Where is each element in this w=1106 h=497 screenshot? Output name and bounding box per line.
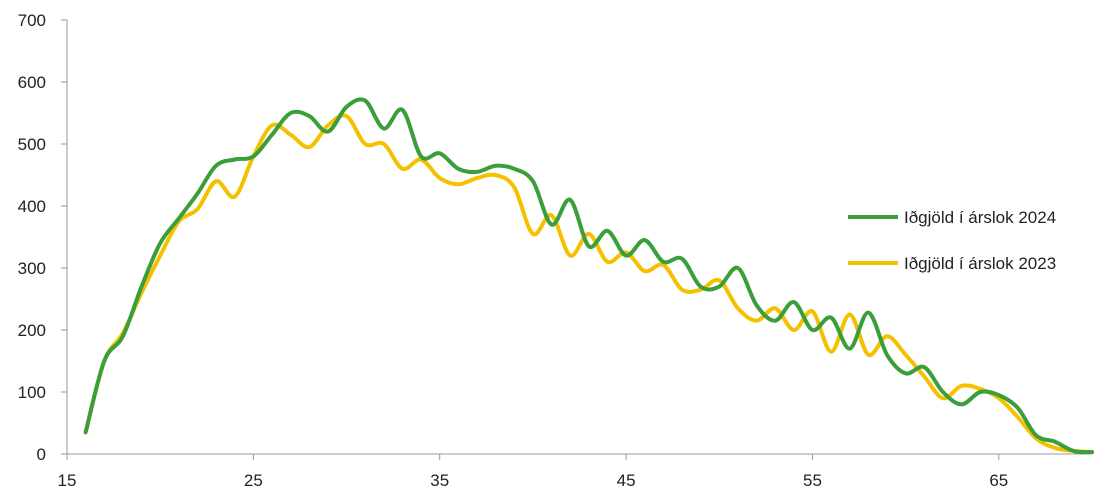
legend-label-1: Iðgjöld í árslok 2024	[904, 208, 1056, 227]
x-tick-label: 35	[430, 471, 449, 490]
y-tick-label: 400	[18, 197, 46, 216]
y-tick-label: 700	[18, 11, 46, 30]
y-tick-label: 600	[18, 73, 46, 92]
y-tick-label: 300	[18, 259, 46, 278]
y-tick-label: 0	[37, 445, 46, 464]
series-line-2	[83, 113, 1094, 455]
axes	[66, 20, 1092, 455]
series-group	[83, 97, 1094, 455]
legend: Iðgjöld í árslok 2024 Iðgjöld í árslok 20…	[848, 208, 1056, 273]
y-tick-label: 200	[18, 321, 46, 340]
y-tick-label: 100	[18, 383, 46, 402]
x-tick-label: 45	[617, 471, 636, 490]
ticks: 0 100 200 300 400 500 600 700 15 25 35 45 55 65	[18, 11, 1009, 490]
x-tick-label: 55	[803, 471, 822, 490]
x-tick-label: 15	[58, 471, 77, 490]
y-tick-label: 500	[18, 135, 46, 154]
series-line-1	[83, 97, 1094, 455]
legend-label-2: Iðgjöld í árslok 2023	[904, 254, 1056, 273]
x-tick-label: 25	[244, 471, 263, 490]
x-tick-label: 65	[989, 471, 1008, 490]
